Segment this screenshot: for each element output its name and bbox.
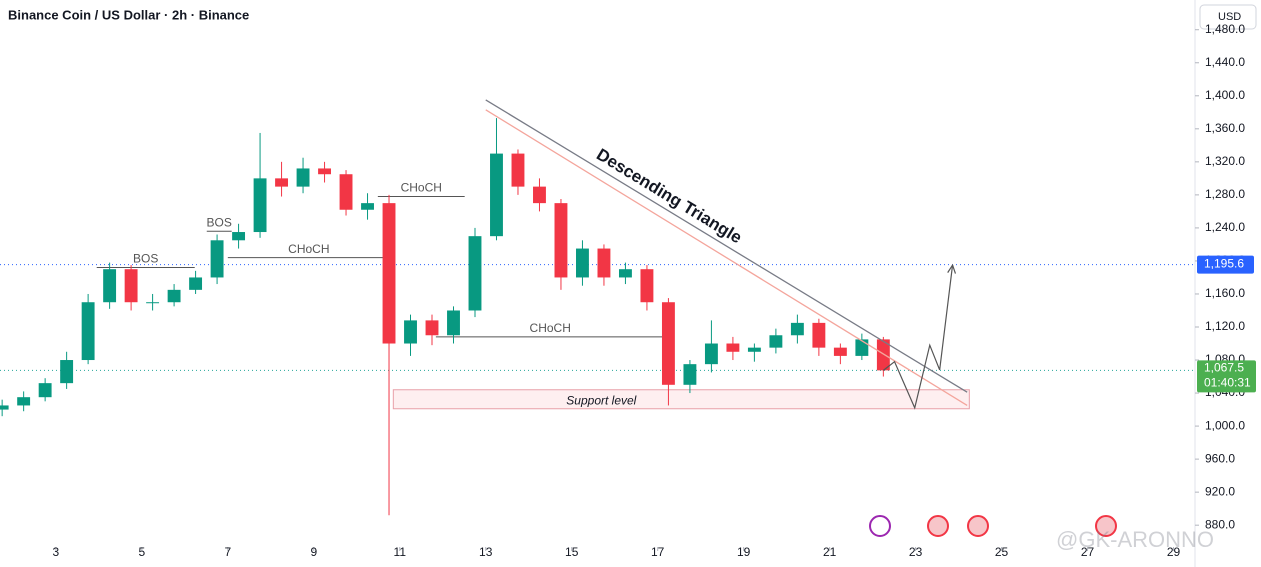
last-price-box [1197, 360, 1256, 393]
x-tick-label: 17 [651, 545, 665, 559]
last-price-label: 1,067.5 [1204, 361, 1244, 375]
candle-body [726, 343, 740, 352]
candle-body [275, 178, 289, 187]
x-tick-label: 11 [394, 545, 407, 559]
candle-body [790, 322, 804, 336]
candle-body [210, 240, 224, 278]
countdown-label: 01:40:31 [1204, 376, 1251, 390]
structure-label: BOS [133, 252, 158, 266]
x-tick-label: 7 [224, 545, 231, 559]
support-label: Support level [566, 393, 636, 407]
candle-body [361, 203, 374, 210]
candle-body [17, 397, 31, 406]
candle-body [683, 364, 697, 385]
candle-body [81, 302, 95, 361]
candle-body [60, 360, 74, 384]
watermark: @GK-ARONNO [1056, 527, 1214, 552]
candle-body [167, 289, 181, 303]
candle-body [576, 248, 589, 278]
candle-body [339, 174, 353, 210]
candle-body [404, 320, 417, 344]
y-tick-label: 960.0 [1205, 451, 1235, 465]
candle-body [468, 236, 482, 311]
trend-line [485, 109, 968, 407]
y-tick-label: 920.0 [1205, 484, 1235, 498]
currency-label[interactable]: USD [1218, 11, 1241, 23]
x-tick-label: 19 [737, 545, 751, 559]
candle-body [124, 269, 138, 303]
candle-body [318, 168, 331, 175]
candle-body [876, 339, 890, 371]
y-tick-label: 1,360.0 [1205, 121, 1245, 135]
x-tick-label: 13 [479, 545, 493, 559]
x-tick-label: 27 [1081, 545, 1095, 559]
x-tick-label: 9 [310, 545, 317, 559]
candle-body [296, 168, 310, 187]
candle-body [812, 322, 826, 348]
x-tick-label: 3 [53, 545, 60, 559]
candle-body [661, 302, 675, 385]
event-icon[interactable] [869, 515, 891, 537]
support-zone [392, 389, 970, 410]
candle-body [425, 320, 439, 336]
x-tick-label: 15 [565, 545, 579, 559]
y-tick-label: 1,280.0 [1205, 187, 1245, 201]
x-tick-label: 5 [139, 545, 146, 559]
candle-body [855, 339, 869, 356]
candle-body [382, 203, 396, 344]
currency-button[interactable] [1199, 4, 1257, 30]
y-tick-label: 1,000.0 [1205, 418, 1245, 432]
candle-body [704, 343, 718, 365]
event-icon[interactable] [967, 515, 989, 537]
candle-body [533, 186, 546, 204]
candle-body [769, 335, 783, 348]
y-tick-label: 1,240.0 [1205, 220, 1245, 234]
candle-body [554, 203, 568, 278]
candle-body [447, 310, 460, 336]
candle-body [833, 347, 847, 356]
y-tick-label: 1,320.0 [1205, 154, 1245, 168]
candle-body [618, 269, 632, 278]
candle-body [747, 347, 761, 352]
x-tick-label: 29 [1167, 545, 1181, 559]
y-tick-label: 1,400.0 [1205, 88, 1245, 102]
candle-body [0, 405, 9, 410]
projection-path [882, 264, 954, 410]
chart-title: Binance Coin / US Dollar · 2h · Binance [8, 7, 249, 22]
y-tick-label: 1,480.0 [1205, 22, 1245, 36]
event-icon[interactable] [927, 515, 949, 537]
alert-price-box [1197, 255, 1254, 274]
x-tick-label: 21 [823, 545, 837, 559]
structure-label: CHoCH [288, 242, 329, 256]
structure-label: BOS [207, 215, 232, 229]
alert-price-label: 1,195.6 [1204, 257, 1244, 271]
projection-arrowhead [947, 263, 957, 274]
structure-label: CHoCH [401, 181, 442, 195]
x-tick-label: 23 [909, 545, 923, 559]
candle-body [511, 153, 525, 187]
candle-body [490, 153, 503, 237]
candle-body [253, 178, 267, 233]
candle-body [189, 277, 203, 290]
candle-body [103, 269, 117, 303]
y-tick-label: 880.0 [1205, 517, 1235, 531]
event-icon[interactable] [1095, 515, 1117, 537]
candle-body [640, 269, 654, 303]
candle-body [232, 232, 246, 241]
candle-body [597, 248, 611, 278]
event-icons [869, 515, 1117, 537]
y-tick-label: 1,440.0 [1205, 55, 1245, 69]
candle-body [146, 302, 160, 304]
structure-label: CHoCH [530, 321, 571, 335]
y-tick-label: 1,120.0 [1205, 319, 1245, 333]
x-tick-label: 25 [995, 545, 1009, 559]
trend-line [485, 99, 968, 393]
y-tick-label: 1,160.0 [1205, 286, 1245, 300]
candle-body [38, 383, 52, 398]
